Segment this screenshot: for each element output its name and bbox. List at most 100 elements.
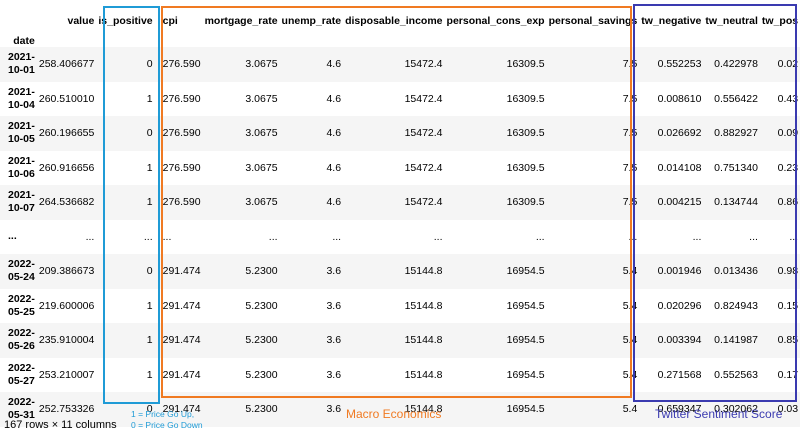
column-header-tw-negative: tw_negative <box>641 15 702 27</box>
cell-disposable-income: 15472.4 <box>345 47 447 82</box>
cell-personal-cons-exp: 16954.5 <box>446 392 549 427</box>
cell-personal-savings: 5.4 <box>622 368 638 381</box>
cell-unemp-rate: 4.6 <box>326 92 342 105</box>
cell-value: 264.536682 <box>38 185 99 220</box>
cell-tw-neutral: 0.882927 <box>705 116 762 151</box>
row-index-date: 2021-10-01 <box>0 47 39 82</box>
row-index-date: 2021-10-07 <box>0 185 39 220</box>
cell-unemp-rate: 3.6 <box>281 323 346 358</box>
cell-tw-neutral: ... <box>749 230 758 243</box>
table-row: 2022-05-27 253.210007 1 291.474 5.2300 3.6 151… <box>0 358 800 393</box>
index-name-row: date <box>0 27 800 47</box>
cell-personal-savings: ... <box>628 230 638 243</box>
cell-cpi: 291.474 <box>162 299 201 312</box>
cell-personal-cons-exp: ... <box>535 230 545 243</box>
table-row: 2021-10-05 260.196655 0 276.590 3.0675 4.6 154… <box>0 116 800 151</box>
cell-unemp-rate: 4.6 <box>281 47 346 82</box>
cell-value: 235.910004 <box>38 323 99 358</box>
cell-cpi: 291.474 <box>162 368 201 381</box>
cell-mortgage-rate: ... <box>268 230 278 243</box>
table-row: .................................... <box>0 220 800 255</box>
column-header-personal-cons-exp: personal_cons_exp <box>446 15 545 27</box>
row-index-date: 2022-05-24 <box>0 254 39 289</box>
cell-cpi: ... <box>162 230 172 243</box>
cell-is-positive: 1 <box>98 185 157 220</box>
cell-value: 260.916656 <box>38 161 95 174</box>
is-positive-legend-line2: 0 = Price Go Down <box>131 420 203 430</box>
cell-unemp-rate: ... <box>332 230 342 243</box>
cell-unemp-rate: 4.6 <box>326 161 342 174</box>
cell-personal-savings: 7.5 <box>548 116 642 151</box>
cell-tw-negative: 0.008610 <box>657 92 702 105</box>
cell-cpi: 276.590 <box>162 161 201 174</box>
cell-tw-pos: 0.23 <box>777 161 799 174</box>
table-row: 2022-05-25 219.600006 1 291.474 5.2300 3.6 151… <box>0 289 800 324</box>
cell-is-positive: 1 <box>146 161 153 174</box>
cell-disposable-income: 15472.4 <box>345 185 447 220</box>
cell-tw-negative: 0.014108 <box>657 161 702 174</box>
cell-tw-neutral: 0.302062 <box>705 392 762 427</box>
cell-tw-neutral: 0.141987 <box>705 323 762 358</box>
cell-tw-pos: 0.09 <box>761 116 800 151</box>
cell-mortgage-rate: 5.2300 <box>204 254 282 289</box>
cell-disposable-income: 15144.8 <box>345 254 447 289</box>
row-index-date: ... <box>8 230 17 243</box>
cell-disposable-income: ... <box>433 230 443 243</box>
cell-tw-pos: 0.98 <box>761 254 800 289</box>
cell-personal-cons-exp: 16309.5 <box>446 185 549 220</box>
cell-tw-pos: 0.17 <box>777 368 799 381</box>
column-header-row: value is_positive cpi mortgage_rate unemp_ra… <box>0 0 800 27</box>
cell-mortgage-rate: 5.2300 <box>204 392 282 427</box>
cell-tw-pos: 0.02 <box>761 47 800 82</box>
cell-is-positive: 0 <box>98 392 157 427</box>
cell-cpi: 291.474 <box>156 254 205 289</box>
table-row: 2021-10-04 260.510010 1 276.590 3.0675 4.6 154… <box>0 82 800 117</box>
table-row: 2022-05-24 209.386673 0 291.474 5.2300 3.6 151… <box>0 254 800 289</box>
cell-value: ... <box>85 230 95 243</box>
cell-tw-neutral: 0.824943 <box>714 299 758 312</box>
cell-tw-negative: 0.004215 <box>641 185 706 220</box>
cell-disposable-income: 15144.8 <box>404 368 443 381</box>
cell-tw-neutral: 0.552563 <box>714 368 758 381</box>
cell-tw-negative: 0.026692 <box>641 116 706 151</box>
cell-tw-negative: 0.271568 <box>657 368 702 381</box>
cell-unemp-rate: 3.6 <box>326 299 342 312</box>
cell-value: 252.753326 <box>38 392 99 427</box>
dataframe-table: value is_positive cpi mortgage_rate unemp_ra… <box>0 0 800 427</box>
cell-personal-savings: 7.5 <box>548 47 642 82</box>
cell-cpi: 276.590 <box>162 92 201 105</box>
cell-unemp-rate: 3.6 <box>326 368 342 381</box>
cell-personal-cons-exp: 16954.5 <box>446 254 549 289</box>
cell-disposable-income: 15472.4 <box>404 161 443 174</box>
column-header-disposable-income: disposable_income <box>345 15 443 27</box>
cell-disposable-income: 15472.4 <box>345 116 447 151</box>
cell-unemp-rate: 4.6 <box>281 116 346 151</box>
cell-value: 253.210007 <box>38 368 95 381</box>
cell-personal-savings: 7.5 <box>548 185 642 220</box>
macro-economics-label: Macro Economics <box>346 407 442 421</box>
column-header-tw-neutral: tw_neutral <box>705 15 758 27</box>
cell-tw-negative: 0.659347 <box>641 392 706 427</box>
cell-tw-negative: 0.001946 <box>641 254 706 289</box>
column-header-cpi: cpi <box>162 15 178 27</box>
index-name-header: date <box>13 35 35 47</box>
cell-is-positive: 0 <box>98 116 157 151</box>
cell-tw-neutral: 0.013436 <box>705 254 762 289</box>
row-index-date: 2021-10-06 <box>8 154 35 180</box>
cell-tw-neutral: 0.134744 <box>705 185 762 220</box>
cell-personal-savings: 7.5 <box>622 92 638 105</box>
cell-mortgage-rate: 3.0675 <box>245 92 278 105</box>
cell-tw-negative: ... <box>692 230 702 243</box>
cell-mortgage-rate: 3.0675 <box>245 161 278 174</box>
cell-tw-pos: ... <box>789 230 799 243</box>
cell-mortgage-rate: 5.2300 <box>245 368 278 381</box>
cell-mortgage-rate: 5.2300 <box>204 323 282 358</box>
cell-mortgage-rate: 3.0675 <box>204 185 282 220</box>
cell-tw-neutral: 0.751340 <box>714 161 758 174</box>
cell-personal-savings: 5.4 <box>548 254 642 289</box>
column-header-value: value <box>67 15 95 27</box>
cell-personal-cons-exp: 16954.5 <box>506 299 545 312</box>
cell-mortgage-rate: 5.2300 <box>245 299 278 312</box>
table-row: 2021-10-07 264.536682 1 276.590 3.0675 4.6 154… <box>0 185 800 220</box>
cell-tw-negative: 0.020296 <box>657 299 702 312</box>
